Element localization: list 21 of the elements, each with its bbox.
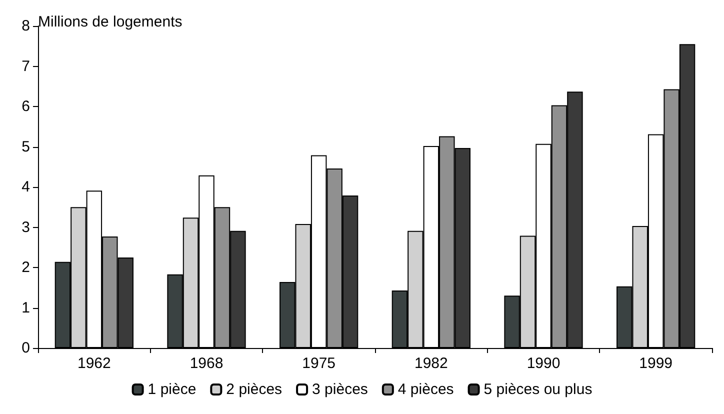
legend-label: 3 pièces [312,381,368,398]
y-tick-label: 8 [22,18,30,34]
x-tick-label: 1975 [302,355,336,372]
y-tick-label: 5 [22,138,30,156]
y-tick-label: 4 [22,178,30,196]
legend-label: 1 pièce [148,381,196,398]
x-tick-label: 1982 [414,355,448,372]
x-tick-label: 1968 [190,355,224,372]
x-tick-label: 1962 [77,355,111,372]
y-axis-title: Millions de logements [38,14,182,30]
y-tick-label: 1 [22,299,30,316]
x-tick-label: 1990 [526,355,560,372]
legend-label: 4 pièces [398,381,454,398]
legend-label: 2 pièces [226,381,282,398]
y-tick-label: 2 [22,259,30,276]
x-tick-label: 1999 [639,355,673,372]
y-tick-label: 3 [22,218,30,236]
y-tick-label: 6 [22,98,30,115]
legend-label: 5 pièces ou plus [484,381,592,398]
y-tick-label: 0 [22,340,30,356]
y-tick-label: 7 [22,58,30,75]
